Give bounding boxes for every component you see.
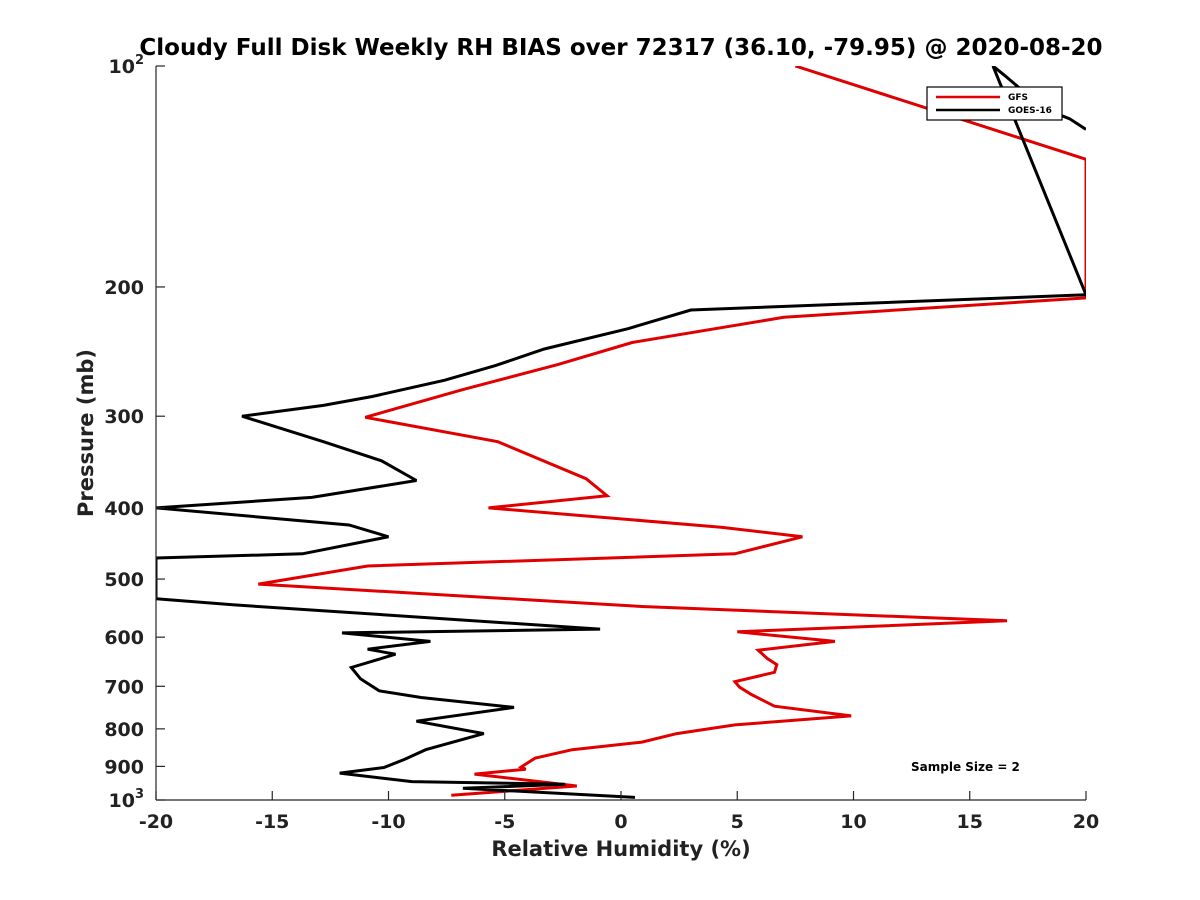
y-axis-label: Pressure (mb): [74, 349, 98, 517]
chart-title: Cloudy Full Disk Weekly RH BIAS over 723…: [139, 35, 1102, 61]
sample-size-annotation: Sample Size = 2: [911, 760, 1020, 774]
series-line-gfs: [258, 66, 1086, 797]
legend-label-gfs: GFS: [1008, 93, 1028, 103]
y-tick-label: 102: [109, 53, 145, 78]
legend-label-goes16: GOES-16: [1008, 106, 1052, 116]
x-tick-label: -15: [255, 811, 289, 833]
y-tick-label-base: 300: [104, 406, 144, 428]
y-tick-label: 800: [104, 719, 144, 741]
series-line-goes16: [156, 66, 1086, 799]
legend-box: [926, 86, 1063, 121]
y-tick-label-base: 700: [104, 676, 144, 698]
x-tick-label: 20: [1073, 811, 1099, 833]
y-tick-label-base: 900: [104, 756, 144, 778]
y-tick-label: 700: [104, 676, 144, 698]
x-tick-label: -10: [371, 811, 405, 833]
y-tick-label: 600: [104, 627, 144, 649]
x-tick-label: 0: [614, 811, 627, 833]
x-tick-label: 15: [957, 811, 983, 833]
y-tick-label-base: 200: [104, 277, 144, 299]
y-tick-label: 900: [104, 756, 144, 778]
x-tick-label: -20: [139, 811, 173, 833]
y-tick-label-base: 600: [104, 627, 144, 649]
y-tick-label: 103: [109, 787, 145, 812]
x-tick-label: 10: [840, 811, 866, 833]
x-tick-label: -5: [494, 811, 515, 833]
y-tick-label: 200: [104, 277, 144, 299]
y-tick-label-base: 10: [109, 56, 135, 78]
y-tick-label: 300: [104, 406, 144, 428]
series-layer: [156, 66, 1086, 799]
y-tick-label-base: 400: [104, 498, 144, 520]
y-tick-label-exponent: 2: [135, 53, 144, 68]
x-axis-label: Relative Humidity (%): [491, 837, 750, 861]
y-tick-label-base: 500: [104, 569, 144, 591]
y-tick-label-base: 800: [104, 719, 144, 741]
y-tick-label-exponent: 3: [135, 787, 144, 802]
y-tick-label: 500: [104, 569, 144, 591]
y-tick-label-base: 10: [109, 790, 135, 812]
y-tick-label: 400: [104, 498, 144, 520]
x-tick-label: 5: [731, 811, 744, 833]
legend: GFS GOES-16: [926, 86, 1063, 121]
x-ticks: -20 -15 -10 -5 0 5 10 15 20: [139, 791, 1099, 833]
